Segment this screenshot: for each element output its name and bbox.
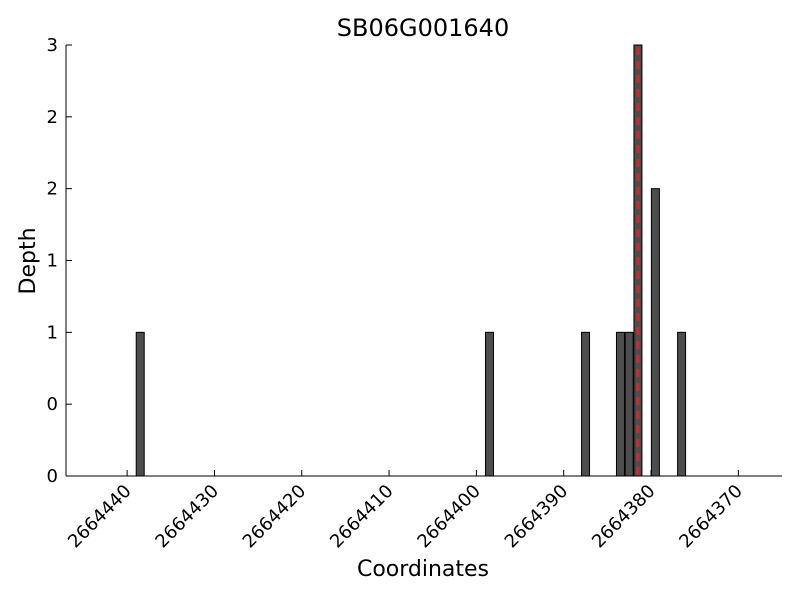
bar-series — [135, 44, 687, 477]
bar-1 — [484, 331, 494, 477]
x-axis-label: Coordinates — [357, 557, 489, 582]
y-tick-label-1: 0 — [47, 394, 58, 415]
y-tick-label-3: 1 — [47, 251, 58, 272]
x-tick-label-7: 2664370 — [675, 481, 747, 553]
bar-0 — [135, 331, 145, 477]
x-tick-label-4: 2664400 — [413, 481, 485, 553]
bar-2 — [581, 331, 591, 477]
bar-3 — [615, 331, 625, 477]
y-tick-label-5: 2 — [47, 107, 58, 128]
x-tick-label-3: 2664410 — [326, 481, 398, 553]
bar-4 — [624, 331, 634, 477]
x-tick-label-5: 2664390 — [501, 481, 573, 553]
y-tick-label-4: 2 — [47, 179, 58, 200]
bar-6 — [650, 188, 660, 477]
x-tick-label-0: 2664440 — [64, 481, 136, 553]
bar-7 — [677, 331, 687, 477]
y-tick-label-6: 3 — [47, 35, 58, 56]
chart-title: SB06G001640 — [337, 14, 509, 42]
x-tick-label-6: 2664380 — [588, 481, 660, 553]
x-tick-label-2: 2664420 — [239, 481, 311, 553]
x-tick-label-1: 2664430 — [151, 481, 223, 553]
y-tick-label-2: 1 — [47, 322, 58, 343]
y-tick-label-0: 0 — [47, 466, 58, 487]
axes: 0 0 1 1 2 2 3 2664440 2664430 2664420 2664410 26644… — [47, 35, 782, 552]
y-axis-label: Depth — [16, 227, 41, 294]
